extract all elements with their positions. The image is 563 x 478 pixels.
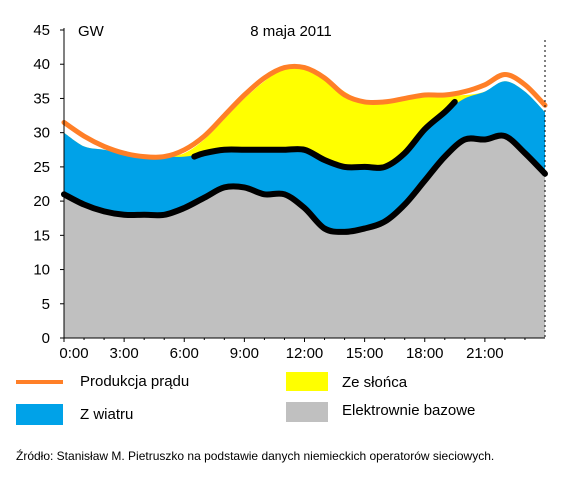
legend-swatch-solar: [286, 372, 328, 391]
x-tick-label: 0:00: [59, 345, 88, 362]
line-black-1: [61, 132, 548, 235]
legend-label-wind: Z wiatru: [80, 406, 134, 423]
y-tick-label: 20: [33, 193, 50, 210]
chart-axes: 0 5 10 15 20 25 30 35 40 45 0:00 3:00 6:00 9:00 12:00 1…: [33, 22, 546, 362]
x-tick-label: 15:00: [346, 345, 384, 362]
legend-swatch-production: [16, 380, 63, 384]
y-tick-label: 10: [33, 262, 50, 279]
legend-label-production: Produkcja prądu: [80, 373, 190, 390]
x-tick-label: 3:00: [110, 345, 139, 362]
legend-swatch-wind: [16, 404, 63, 425]
chart-plot: 0 5 10 15 20 25 30 35 40 45 0:00 3:00 6:00 9:00 12:00 1…: [33, 22, 548, 362]
y-tick-label: 45: [33, 22, 50, 39]
legend-label-solar: Ze słońca: [342, 374, 408, 391]
y-tick-label: 25: [33, 159, 50, 176]
legend-label-base: Elektrownie bazowe: [342, 402, 476, 419]
area-elektrownie-bazowe: [64, 135, 545, 338]
legend-swatch-base: [286, 402, 328, 422]
source-note: Źródło: Stanisław M. Pietruszko na podst…: [16, 449, 495, 463]
x-tick-label: 9:00: [230, 345, 259, 362]
chart-lines: [61, 63, 548, 235]
y-tick-label: 0: [42, 330, 50, 347]
x-tick-label: 6:00: [170, 345, 199, 362]
chart-title: 8 maja 2011: [250, 23, 331, 40]
x-tick-label: 21:00: [466, 345, 504, 362]
line-black-2: [191, 98, 458, 171]
y-tick-label: 5: [42, 296, 50, 313]
y-tick-label: 35: [33, 90, 50, 107]
y-axis-unit: GW: [78, 23, 105, 40]
y-tick-label: 15: [33, 227, 50, 244]
y-tick-label: 30: [33, 125, 50, 142]
y-tick-label: 40: [33, 56, 50, 73]
x-tick-label: 12:00: [286, 345, 324, 362]
x-tick-label: 18:00: [406, 345, 444, 362]
line-produkcja-pradu: [61, 63, 548, 160]
chart-areas: [64, 66, 545, 339]
